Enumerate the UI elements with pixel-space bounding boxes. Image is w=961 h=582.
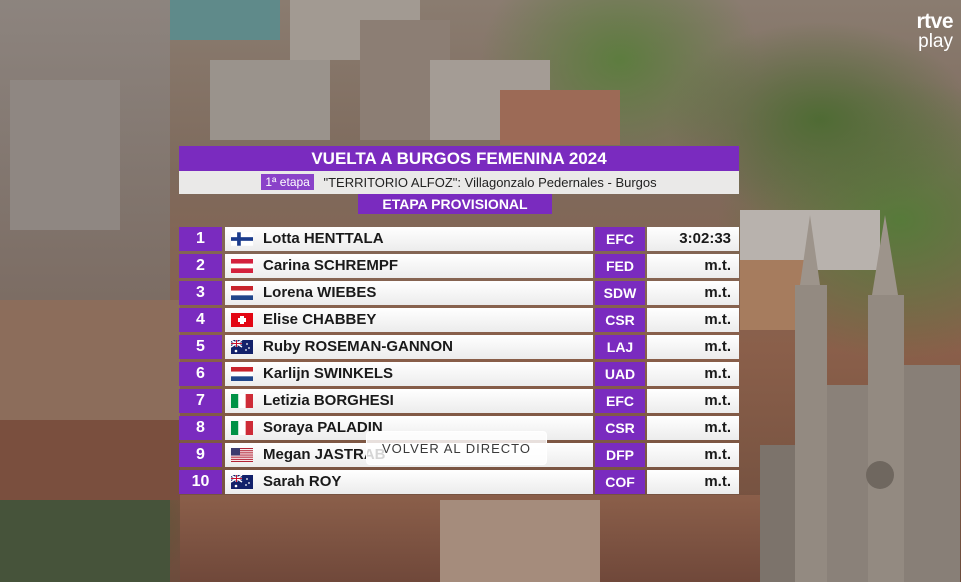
race-title: VUELTA A BURGOS FEMENINA 2024 (179, 146, 739, 171)
result-row: 3 Lorena WIEBES SDW m.t. (179, 280, 739, 307)
result-row: 6 Karlijn SWINKELS UAD m.t. (179, 361, 739, 388)
rider-name: Lorena WIEBES (263, 284, 377, 301)
finish-time: m.t. (647, 416, 739, 440)
rider-bar (225, 227, 593, 251)
logo-line-1: rtve (916, 10, 953, 33)
team-code: UAD (595, 362, 645, 386)
rider-bar (225, 254, 593, 278)
aus-flag-icon (231, 475, 253, 489)
rider-name: Ruby ROSEMAN-GANNON (263, 338, 453, 355)
rider-name: Lotta HENTTALA (263, 230, 384, 247)
logo-line-2: play (918, 31, 953, 52)
ned-flag-icon (231, 286, 253, 300)
finish-time: m.t. (647, 389, 739, 413)
team-code: SDW (595, 281, 645, 305)
fin-flag-icon (231, 232, 253, 246)
finish-time: m.t. (647, 335, 739, 359)
team-code: EFC (595, 227, 645, 251)
team-code: CSR (595, 416, 645, 440)
stage-badge: 1ª etapa (261, 174, 314, 190)
usa-flag-icon (231, 448, 253, 462)
position-number: 10 (179, 470, 222, 494)
rider-name: Sarah ROY (263, 473, 342, 490)
rider-bar (225, 335, 593, 359)
finish-time: m.t. (647, 281, 739, 305)
finish-time: m.t. (647, 308, 739, 332)
finish-time: 3:02:33 (647, 227, 739, 251)
position-number: 4 (179, 308, 222, 332)
team-code: FED (595, 254, 645, 278)
stage-name: "TERRITORIO ALFOZ": Villagonzalo Pederna… (323, 175, 657, 190)
results-table: 1 Lotta HENTTALA EFC 3:02:33 2 Carina SCHREMP… (179, 226, 739, 496)
ita-flag-icon (231, 421, 253, 435)
position-number: 8 (179, 416, 222, 440)
position-number: 6 (179, 362, 222, 386)
position-number: 7 (179, 389, 222, 413)
result-row: 7 Letizia BORGHESI EFC m.t. (179, 388, 739, 415)
result-row: 2 Carina SCHREMPF FED m.t. (179, 253, 739, 280)
rider-bar (225, 470, 593, 494)
rider-name: Carina SCHREMPF (263, 257, 399, 274)
rider-name: Elise CHABBEY (263, 311, 377, 328)
status-banner: ETAPA PROVISIONAL (358, 194, 552, 214)
sui-flag-icon (231, 313, 253, 327)
ned-flag-icon (231, 367, 253, 381)
position-number: 1 (179, 227, 222, 251)
position-number: 2 (179, 254, 222, 278)
result-row: 5 Ruby ROSEMAN-GANNON LAJ m.t. (179, 334, 739, 361)
position-number: 9 (179, 443, 222, 467)
position-number: 5 (179, 335, 222, 359)
aus-flag-icon (231, 340, 253, 354)
team-code: CSR (595, 308, 645, 332)
position-number: 3 (179, 281, 222, 305)
rider-bar (225, 389, 593, 413)
finish-time: m.t. (647, 443, 739, 467)
rider-bar (225, 308, 593, 332)
team-code: COF (595, 470, 645, 494)
team-code: EFC (595, 389, 645, 413)
rider-name: Letizia BORGHESI (263, 392, 394, 409)
finish-time: m.t. (647, 470, 739, 494)
rider-name: Soraya PALADIN (263, 419, 383, 436)
rider-bar (225, 281, 593, 305)
team-code: DFP (595, 443, 645, 467)
rider-name: Karlijn SWINKELS (263, 365, 394, 382)
finish-time: m.t. (647, 362, 739, 386)
team-code: LAJ (595, 335, 645, 359)
stage-info: 1ª etapa "TERRITORIO ALFOZ": Villagonzal… (179, 171, 739, 194)
result-row: 8 Soraya PALADIN CSR m.t. (179, 415, 739, 442)
rider-name: Megan JASTRAB (263, 446, 386, 463)
finish-time: m.t. (647, 254, 739, 278)
aut-flag-icon (231, 259, 253, 273)
rider-bar (225, 362, 593, 386)
result-row: 4 Elise CHABBEY CSR m.t. (179, 307, 739, 334)
result-row: 1 Lotta HENTTALA EFC 3:02:33 (179, 226, 739, 253)
back-to-live-button[interactable]: VOLVER AL DIRECTO (366, 431, 547, 465)
rtve-play-logo: rtve play (916, 10, 953, 52)
result-row: 10 Sarah ROY COF m.t. (179, 469, 739, 496)
cathedral-illustration (760, 215, 960, 582)
ita-flag-icon (231, 394, 253, 408)
